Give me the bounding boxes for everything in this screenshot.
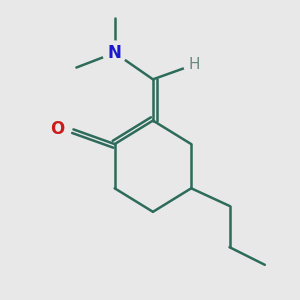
Circle shape (184, 54, 205, 75)
Text: N: N (108, 44, 122, 62)
Text: H: H (188, 57, 200, 72)
Text: O: O (50, 120, 64, 138)
Circle shape (103, 41, 126, 64)
